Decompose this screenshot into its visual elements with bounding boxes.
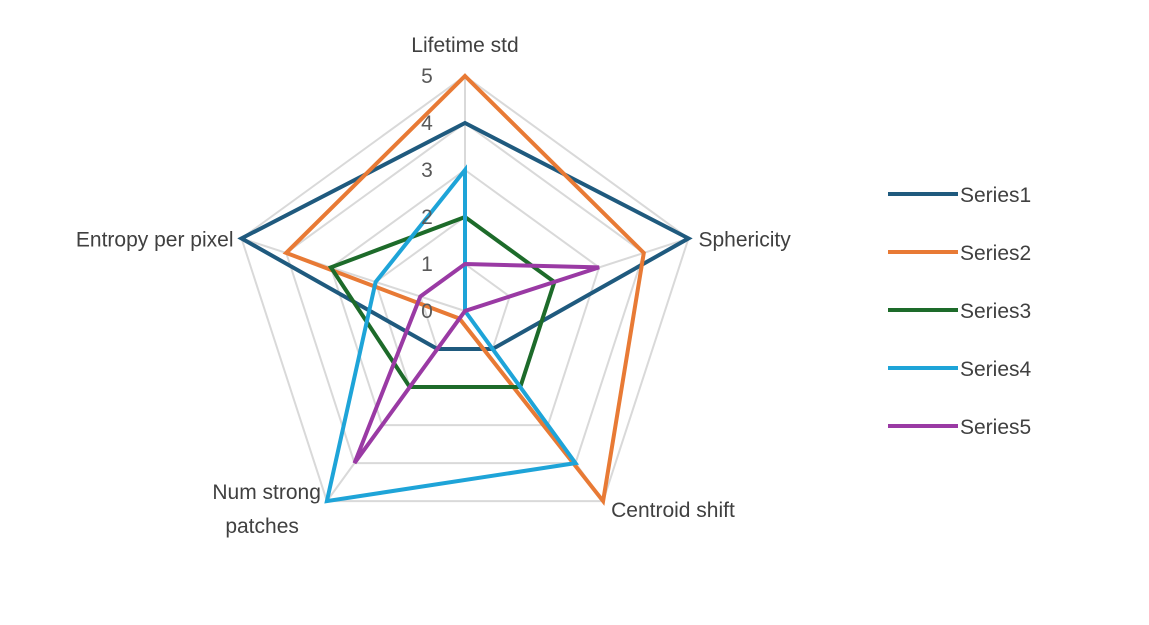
legend-item-2: Series2 <box>888 242 1031 265</box>
axis-label-2: Centroid shift <box>611 499 735 522</box>
legend-item-1: Series1 <box>888 184 1031 207</box>
legend-label-1: Series1 <box>960 184 1031 207</box>
legend-label-2: Series2 <box>960 242 1031 265</box>
tick-label-2: 2 <box>421 206 433 229</box>
tick-label-1: 1 <box>421 253 433 276</box>
axis-label-3: Num strong patches <box>212 481 321 538</box>
axis-label-0: Lifetime std <box>411 34 518 57</box>
tick-label-5: 5 <box>421 65 433 88</box>
legend-label-4: Series4 <box>960 358 1032 381</box>
legend-item-3: Series3 <box>888 300 1031 323</box>
legend: Series1 Series2 Series3 Series4 Series5 <box>888 184 1032 439</box>
tick-label-4: 4 <box>421 112 433 135</box>
axis-label-4: Entropy per pixel <box>76 228 234 251</box>
legend-label-3: Series3 <box>960 300 1031 323</box>
legend-item-4: Series4 <box>888 358 1032 381</box>
tick-label-0: 0 <box>421 300 433 323</box>
legend-label-5: Series5 <box>960 416 1031 439</box>
legend-item-5: Series5 <box>888 416 1031 439</box>
axis-label-1: Sphericity <box>699 228 792 251</box>
tick-label-3: 3 <box>421 159 433 182</box>
